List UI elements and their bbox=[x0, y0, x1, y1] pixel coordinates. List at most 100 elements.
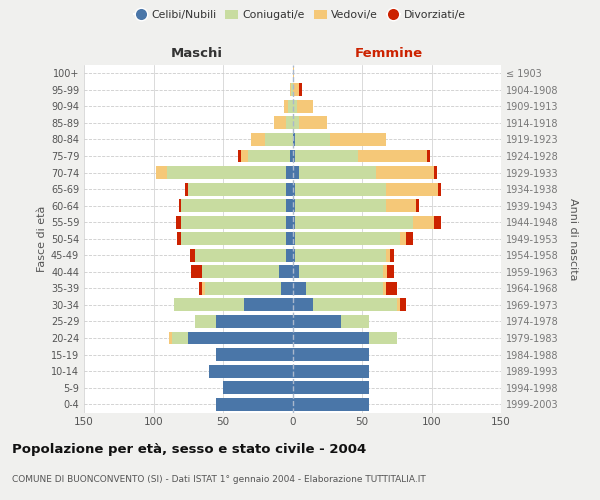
Bar bbox=[278, 266, 293, 278]
Bar bbox=[293, 116, 299, 130]
Bar bbox=[202, 266, 278, 278]
Bar bbox=[181, 199, 286, 212]
Text: COMUNE DI BUONCONVENTO (SI) - Dati ISTAT 1° gennaio 2004 - Elaborazione TUTTITAL: COMUNE DI BUONCONVENTO (SI) - Dati ISTAT… bbox=[12, 475, 426, 484]
Bar bbox=[307, 282, 383, 295]
Bar bbox=[199, 282, 202, 295]
Bar bbox=[156, 166, 167, 179]
Y-axis label: Anni di nascita: Anni di nascita bbox=[568, 198, 578, 280]
Bar bbox=[295, 150, 358, 162]
Bar bbox=[295, 133, 330, 146]
Bar bbox=[190, 249, 195, 262]
Bar bbox=[383, 282, 386, 295]
Bar bbox=[293, 67, 294, 80]
Bar bbox=[406, 232, 413, 245]
Bar bbox=[293, 166, 299, 179]
Bar bbox=[293, 332, 369, 344]
Bar bbox=[216, 348, 293, 361]
Bar bbox=[434, 216, 441, 228]
Bar bbox=[177, 232, 181, 245]
Bar bbox=[167, 166, 286, 179]
Bar bbox=[251, 133, 265, 146]
Bar bbox=[175, 298, 244, 312]
Bar bbox=[169, 332, 172, 344]
Bar bbox=[181, 216, 286, 228]
Bar bbox=[376, 166, 434, 179]
Bar bbox=[296, 100, 313, 113]
Text: Popolazione per età, sesso e stato civile - 2004: Popolazione per età, sesso e stato civil… bbox=[12, 442, 366, 456]
Bar bbox=[387, 266, 394, 278]
Bar bbox=[383, 266, 387, 278]
Bar bbox=[274, 116, 286, 130]
Bar bbox=[386, 182, 439, 196]
Bar bbox=[295, 182, 386, 196]
Bar bbox=[286, 166, 293, 179]
Bar bbox=[313, 298, 397, 312]
Bar bbox=[400, 232, 406, 245]
Y-axis label: Fasce di età: Fasce di età bbox=[37, 206, 47, 272]
Bar bbox=[205, 282, 281, 295]
Bar bbox=[295, 216, 413, 228]
Bar bbox=[427, 150, 430, 162]
Bar bbox=[290, 84, 291, 96]
Bar bbox=[434, 166, 437, 179]
Bar bbox=[195, 249, 286, 262]
Bar bbox=[369, 332, 397, 344]
Bar bbox=[293, 100, 296, 113]
Bar bbox=[341, 315, 369, 328]
Bar bbox=[244, 298, 293, 312]
Bar bbox=[290, 150, 293, 162]
Bar bbox=[293, 84, 299, 96]
Bar bbox=[289, 100, 293, 113]
Bar bbox=[293, 232, 295, 245]
Bar bbox=[397, 298, 400, 312]
Bar bbox=[223, 381, 293, 394]
Bar bbox=[181, 232, 286, 245]
Bar bbox=[293, 249, 295, 262]
Bar bbox=[188, 182, 286, 196]
Bar bbox=[293, 150, 295, 162]
Bar bbox=[216, 315, 293, 328]
Bar bbox=[295, 232, 400, 245]
Bar bbox=[291, 84, 293, 96]
Bar bbox=[286, 116, 293, 130]
Bar bbox=[179, 199, 181, 212]
Bar bbox=[293, 282, 307, 295]
Bar bbox=[265, 133, 293, 146]
Bar bbox=[413, 216, 434, 228]
Bar bbox=[439, 182, 441, 196]
Bar bbox=[293, 133, 295, 146]
Bar bbox=[286, 216, 293, 228]
Bar bbox=[293, 266, 299, 278]
Bar bbox=[386, 249, 390, 262]
Bar bbox=[238, 150, 241, 162]
Bar bbox=[248, 150, 290, 162]
Bar bbox=[358, 150, 427, 162]
Bar bbox=[293, 398, 369, 410]
Bar bbox=[293, 216, 295, 228]
Bar bbox=[286, 232, 293, 245]
Bar bbox=[293, 364, 369, 378]
Bar bbox=[293, 199, 295, 212]
Bar bbox=[299, 84, 302, 96]
Text: Femmine: Femmine bbox=[355, 47, 422, 60]
Bar bbox=[293, 182, 295, 196]
Bar bbox=[299, 166, 376, 179]
Bar bbox=[284, 100, 289, 113]
Bar bbox=[390, 249, 394, 262]
Bar bbox=[416, 199, 419, 212]
Bar bbox=[293, 298, 313, 312]
Bar bbox=[172, 332, 188, 344]
Bar bbox=[202, 282, 205, 295]
Bar bbox=[293, 381, 369, 394]
Bar bbox=[299, 116, 327, 130]
Bar bbox=[195, 315, 216, 328]
Bar bbox=[330, 133, 386, 146]
Bar bbox=[295, 249, 386, 262]
Bar bbox=[216, 398, 293, 410]
Text: Maschi: Maschi bbox=[170, 47, 223, 60]
Bar bbox=[299, 266, 383, 278]
Bar bbox=[209, 364, 293, 378]
Bar bbox=[185, 182, 188, 196]
Legend: Celibi/Nubili, Coniugati/e, Vedovi/e, Divorziati/e: Celibi/Nubili, Coniugati/e, Vedovi/e, Di… bbox=[130, 6, 470, 25]
Bar bbox=[191, 266, 202, 278]
